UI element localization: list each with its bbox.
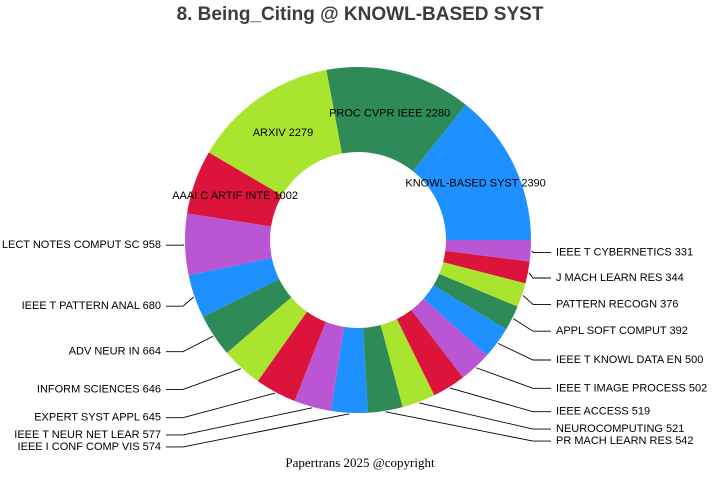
chart-title: 8. Being_Citing @ KNOWL-BASED SYST <box>176 4 544 25</box>
segment-label: EXPERT SYST APPL 645 <box>34 412 161 424</box>
donut-segment <box>412 104 531 240</box>
donut-segment <box>433 273 518 330</box>
donut-segment <box>396 309 463 396</box>
segment-label: LECT NOTES COMPUT SC 958 <box>2 239 161 251</box>
segment-label: IEEE T CYBERNETICS 331 <box>556 247 693 259</box>
segment-label: IEEE T PATTERN ANAL 680 <box>22 300 161 312</box>
label-leader-line <box>528 272 551 279</box>
segment-label: ARXIV 2279 <box>253 127 314 139</box>
segment-label: AAAI C ARTIF INTE 1002 <box>172 190 298 202</box>
label-leader-line <box>522 295 551 305</box>
donut-segment <box>439 262 526 307</box>
segment-label: IEEE T KNOWL DATA EN 500 <box>556 354 703 366</box>
label-leader-line <box>166 244 185 246</box>
segment-label: PROC CVPR IEEE 2280 <box>329 107 450 119</box>
label-leader-line <box>166 413 350 448</box>
label-leader-line <box>166 296 194 307</box>
donut-segment <box>226 297 308 382</box>
donut-segment <box>363 325 403 413</box>
copyright-note: Papertrans 2025 @copyright <box>285 455 435 470</box>
segment-label: J MACH LEARN RES 344 <box>556 272 684 284</box>
label-leader-line <box>531 250 551 254</box>
donut-segment <box>380 318 435 408</box>
segment-label: PR MACH LEARN RES 542 <box>556 435 694 447</box>
label-leader-line <box>419 402 551 430</box>
segment-label: IEEE I CONF COMP VIS 574 <box>18 441 161 453</box>
label-leader-line <box>166 335 214 353</box>
donut-segment <box>411 298 487 378</box>
donut-segment <box>423 285 507 356</box>
donut-segment <box>208 69 342 196</box>
label-leader-line <box>166 368 242 390</box>
donut-segment <box>326 67 466 172</box>
donut-segment <box>294 321 345 411</box>
donut-segment <box>257 311 326 401</box>
label-leader-line <box>513 318 551 332</box>
segment-label: INFORM SCIENCES 646 <box>37 383 161 395</box>
segment-label: KNOWL-BASED SYST 2390 <box>405 177 545 189</box>
donut-segment <box>184 213 272 276</box>
segment-label: IEEE ACCESS 519 <box>556 406 650 418</box>
segment-label: NEUROCOMPUTING 521 <box>556 423 684 435</box>
donut-segment <box>203 279 292 353</box>
label-leader-line <box>497 342 551 361</box>
donut-segment <box>445 240 531 262</box>
segment-label: APPL SOFT COMPUT 392 <box>556 325 688 337</box>
donut-segment <box>330 326 368 413</box>
donut-segment <box>443 250 530 284</box>
segment-label: ADV NEUR IN 664 <box>69 346 161 358</box>
segment-label: IEEE T NEUR NET LEAR 577 <box>14 429 161 441</box>
segment-label: IEEE T IMAGE PROCESS 502 <box>556 382 707 394</box>
label-leader-line <box>166 407 313 436</box>
donut-segment <box>188 257 280 318</box>
label-leader-line <box>475 367 551 389</box>
label-leader-line <box>449 387 551 413</box>
label-leader-line <box>166 392 276 419</box>
label-leader-line <box>385 411 551 442</box>
donut-segment <box>187 152 283 227</box>
segment-label: PATTERN RECOGN 376 <box>556 298 678 310</box>
